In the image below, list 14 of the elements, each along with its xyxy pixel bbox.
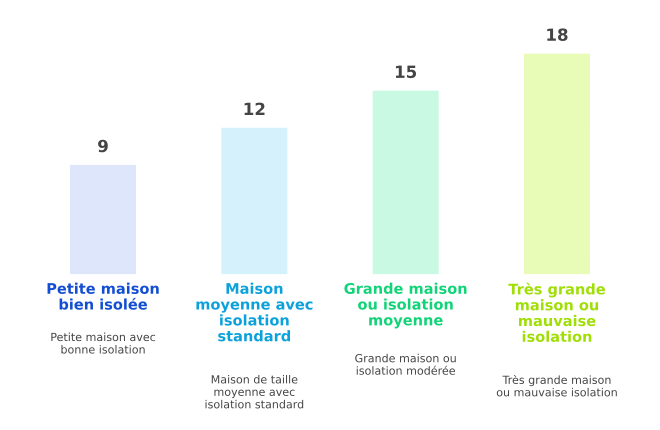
data-label: 18 bbox=[547, 28, 568, 41]
text: Grande maison ou isolation modérée bbox=[355, 354, 456, 375]
data-label: 12 bbox=[244, 102, 264, 115]
bar bbox=[219, 126, 290, 276]
x-tick-label: Très grande maison ou mauvaise isolation bbox=[508, 282, 605, 342]
x-tick-label: Maison moyenne avec isolation standard bbox=[196, 282, 312, 342]
bar bbox=[370, 88, 441, 276]
text: Maison de taille moyenne avec isolation standard bbox=[206, 374, 304, 408]
data-label: 15 bbox=[396, 66, 416, 78]
x-tick-label: Petite maison bien isolée bbox=[48, 282, 159, 310]
text: Très grande maison ou mauvaise isolation bbox=[496, 374, 617, 396]
x-tick-label: Grande maison ou isolation moyenne bbox=[344, 282, 466, 328]
data-label: 9 bbox=[98, 140, 108, 152]
text: Petite maison avec bonne isolation bbox=[51, 332, 156, 354]
